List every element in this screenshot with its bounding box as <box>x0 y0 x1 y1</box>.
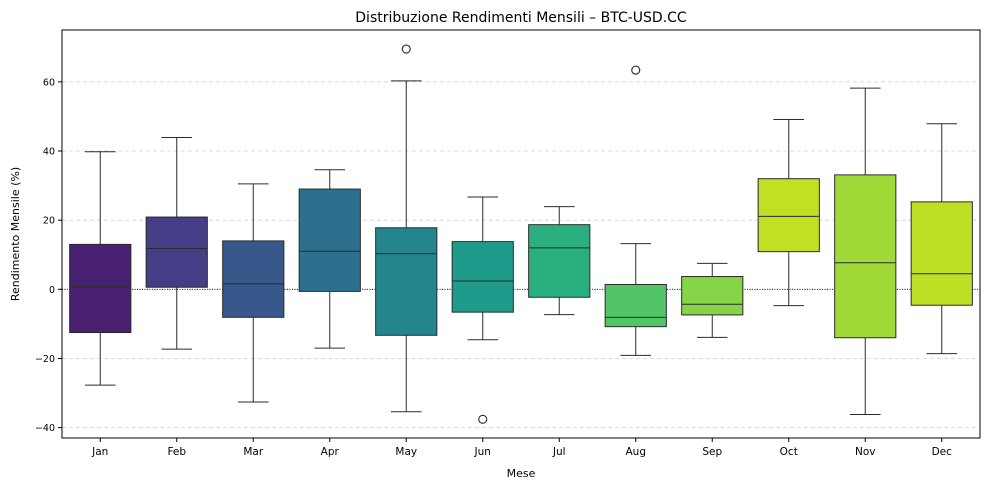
box-jul <box>528 206 591 316</box>
box-jun <box>451 196 514 424</box>
y-tick-label: −40 <box>35 423 55 434</box>
iqr-box <box>910 201 973 306</box>
y-tick-label: 40 <box>43 147 55 158</box>
box-may <box>375 44 438 413</box>
box-feb <box>145 137 208 350</box>
x-tick-label: Jul <box>552 446 566 458</box>
iqr-box <box>451 241 514 313</box>
y-tick-label: 20 <box>43 216 55 227</box>
box-jan <box>69 151 132 386</box>
x-tick-label: Aug <box>625 446 646 458</box>
grid-lines <box>62 81 980 429</box>
plot-frame <box>61 29 981 439</box>
y-axis-label: Rendimento Mensile (%) <box>9 167 22 301</box>
box-dec <box>910 123 973 355</box>
box-apr <box>298 169 361 349</box>
y-axis: −40 −20 0 20 40 60 <box>35 77 62 434</box>
iqr-box <box>834 174 897 339</box>
outlier-point <box>478 414 488 424</box>
box-sep <box>681 262 744 338</box>
chart-title: Distribuzione Rendimenti Mensili – BTC-U… <box>355 10 687 26</box>
x-axis-label: Mese <box>507 467 536 480</box>
iqr-box <box>681 276 744 316</box>
x-tick-label: Feb <box>167 446 186 458</box>
plot-area <box>62 30 980 438</box>
y-tick-label: 60 <box>43 77 55 88</box>
iqr-box <box>757 178 820 253</box>
iqr-box <box>528 224 591 298</box>
x-tick-label: May <box>395 446 417 458</box>
x-axis: Jan Feb Mar Apr May Jun Jul Aug Sep Oct Nov Dec <box>91 438 952 458</box>
x-tick-label: Jun <box>474 446 491 458</box>
box-mar <box>222 183 285 403</box>
y-tick-label: −20 <box>35 354 55 365</box>
x-tick-label: Dec <box>932 446 953 458</box>
x-tick-label: Nov <box>855 446 876 458</box>
boxes <box>69 44 973 424</box>
iqr-box <box>222 240 285 318</box>
x-tick-label: Apr <box>321 446 340 458</box>
box-nov <box>834 87 897 415</box>
y-tick-label: 0 <box>49 285 55 296</box>
x-tick-label: Oct <box>780 446 798 458</box>
iqr-box <box>69 243 132 334</box>
iqr-box <box>298 188 361 292</box>
iqr-box <box>375 227 438 336</box>
box-oct <box>757 119 820 307</box>
iqr-box <box>145 216 208 288</box>
outlier-point <box>631 65 641 75</box>
outlier-point <box>401 44 411 54</box>
x-tick-label: Mar <box>243 446 263 458</box>
x-tick-label: Sep <box>702 446 722 458</box>
iqr-box <box>604 283 667 328</box>
x-tick-label: Jan <box>91 446 108 458</box>
box-aug <box>604 65 667 356</box>
